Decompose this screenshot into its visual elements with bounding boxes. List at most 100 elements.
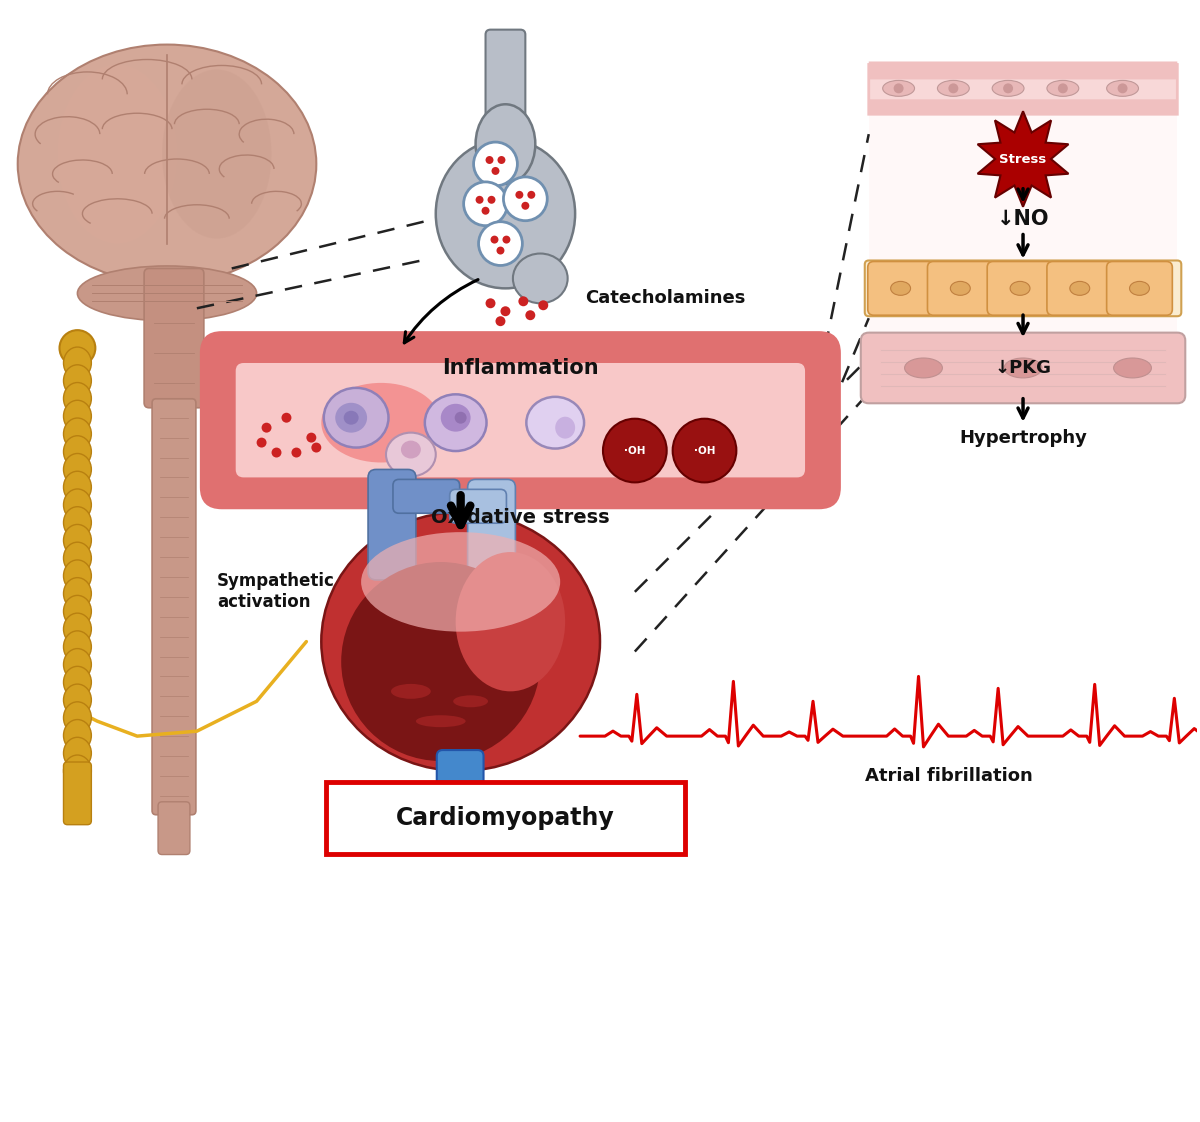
Ellipse shape: [1046, 81, 1079, 96]
Text: Inflammation: Inflammation: [442, 358, 599, 378]
FancyBboxPatch shape: [869, 62, 1177, 80]
FancyBboxPatch shape: [144, 268, 204, 407]
Circle shape: [474, 142, 517, 186]
Circle shape: [486, 298, 496, 309]
Ellipse shape: [992, 81, 1024, 96]
Circle shape: [497, 247, 504, 255]
Circle shape: [463, 182, 508, 226]
Ellipse shape: [512, 254, 568, 303]
FancyBboxPatch shape: [235, 364, 805, 478]
Ellipse shape: [335, 403, 367, 433]
Circle shape: [496, 316, 505, 327]
FancyBboxPatch shape: [450, 489, 506, 523]
Ellipse shape: [454, 696, 488, 707]
Ellipse shape: [890, 282, 911, 295]
FancyBboxPatch shape: [860, 332, 1186, 403]
Ellipse shape: [391, 684, 431, 699]
Ellipse shape: [527, 397, 584, 449]
Ellipse shape: [322, 383, 440, 462]
Ellipse shape: [1070, 282, 1090, 295]
Circle shape: [475, 196, 484, 204]
FancyBboxPatch shape: [200, 331, 841, 509]
Circle shape: [518, 296, 528, 306]
Circle shape: [1117, 83, 1128, 93]
FancyBboxPatch shape: [869, 100, 1177, 114]
Circle shape: [503, 236, 510, 243]
Text: Cardiomyopathy: Cardiomyopathy: [396, 806, 614, 830]
Circle shape: [1058, 83, 1068, 93]
FancyBboxPatch shape: [326, 782, 685, 854]
FancyBboxPatch shape: [486, 29, 526, 139]
Ellipse shape: [64, 649, 91, 680]
Circle shape: [487, 196, 496, 204]
Ellipse shape: [905, 358, 942, 378]
FancyBboxPatch shape: [64, 762, 91, 825]
FancyBboxPatch shape: [1106, 261, 1172, 315]
Ellipse shape: [1004, 358, 1042, 378]
Circle shape: [311, 442, 322, 452]
Ellipse shape: [64, 755, 91, 787]
Ellipse shape: [1010, 282, 1030, 295]
Circle shape: [282, 413, 292, 423]
Ellipse shape: [64, 435, 91, 468]
Text: Catecholamines: Catecholamines: [586, 289, 745, 307]
Circle shape: [526, 311, 535, 320]
Circle shape: [602, 419, 667, 482]
Ellipse shape: [64, 401, 91, 432]
Ellipse shape: [361, 532, 560, 632]
FancyBboxPatch shape: [392, 479, 460, 513]
Ellipse shape: [64, 702, 91, 734]
Ellipse shape: [64, 383, 91, 414]
Ellipse shape: [343, 411, 359, 425]
Circle shape: [948, 83, 959, 93]
Ellipse shape: [64, 471, 91, 503]
Circle shape: [491, 236, 498, 243]
Ellipse shape: [556, 416, 575, 439]
Ellipse shape: [64, 719, 91, 752]
Ellipse shape: [64, 453, 91, 486]
Ellipse shape: [1114, 358, 1152, 378]
Circle shape: [498, 156, 505, 164]
Circle shape: [492, 167, 499, 175]
Ellipse shape: [416, 715, 466, 727]
Text: ↓PKG: ↓PKG: [995, 359, 1051, 377]
Text: Hypertrophy: Hypertrophy: [959, 429, 1087, 447]
Text: Sympathetic
activation: Sympathetic activation: [217, 572, 335, 611]
Ellipse shape: [58, 64, 176, 243]
Circle shape: [894, 83, 904, 93]
FancyBboxPatch shape: [869, 64, 1177, 114]
Polygon shape: [978, 111, 1068, 206]
Ellipse shape: [455, 412, 467, 424]
Ellipse shape: [64, 365, 91, 397]
Circle shape: [486, 156, 493, 164]
Ellipse shape: [425, 394, 486, 451]
Ellipse shape: [1106, 81, 1139, 96]
Circle shape: [500, 306, 510, 316]
FancyBboxPatch shape: [1046, 261, 1112, 315]
FancyBboxPatch shape: [868, 261, 934, 315]
Circle shape: [479, 222, 522, 266]
FancyBboxPatch shape: [928, 261, 994, 315]
Ellipse shape: [64, 542, 91, 574]
Ellipse shape: [401, 441, 421, 459]
Ellipse shape: [322, 513, 600, 771]
Text: ·OH: ·OH: [694, 445, 715, 456]
Circle shape: [521, 202, 529, 210]
Circle shape: [292, 448, 301, 458]
Circle shape: [504, 177, 547, 221]
Ellipse shape: [64, 560, 91, 591]
Ellipse shape: [64, 489, 91, 521]
Ellipse shape: [950, 282, 971, 295]
Ellipse shape: [162, 70, 271, 239]
Ellipse shape: [64, 596, 91, 627]
Ellipse shape: [64, 347, 91, 379]
Circle shape: [271, 448, 282, 458]
Circle shape: [262, 423, 271, 433]
Ellipse shape: [64, 631, 91, 663]
Ellipse shape: [64, 737, 91, 770]
Circle shape: [306, 433, 317, 442]
Circle shape: [481, 206, 490, 214]
Ellipse shape: [78, 266, 257, 321]
Text: Oxidative stress: Oxidative stress: [431, 508, 610, 526]
Circle shape: [1003, 83, 1013, 93]
